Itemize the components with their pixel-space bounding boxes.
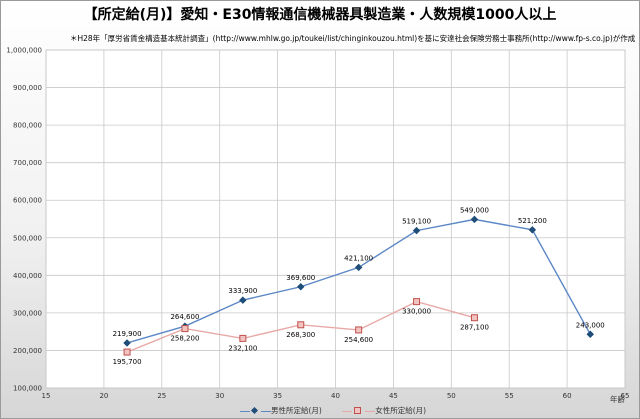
data-point <box>297 321 305 329</box>
data-point <box>354 263 363 272</box>
x-axis-label: 年齢 <box>610 395 625 404</box>
x-tick-label: 45 <box>389 392 398 400</box>
data-label: 369,600 <box>286 274 315 282</box>
gridlines <box>45 49 626 389</box>
y-axis-ticks: 100,000 200,000 300,000 400,000 500,000 600,0… <box>6 47 42 393</box>
y-tick-label: 700,000 <box>13 159 42 167</box>
data-label: 330,000 <box>402 308 431 316</box>
data-label: 287,100 <box>460 324 489 332</box>
data-point <box>470 314 478 322</box>
x-tick-label: 25 <box>157 392 166 400</box>
legend-line-male <box>261 410 271 412</box>
legend-item-female: 女性所定給(月) <box>342 406 426 415</box>
chart-subtitle: ＊H28年「厚労省賃金構造基本統計調査」(http://www.mhlw.go.… <box>70 34 636 43</box>
data-point <box>296 282 305 291</box>
legend-line-male <box>240 410 250 412</box>
data-point <box>355 326 363 334</box>
y-tick-label: 800,000 <box>13 122 42 130</box>
y-tick-label: 100,000 <box>13 385 42 393</box>
series-layer: 219,900 264,600 333,900 369,600 421,100 519,1… <box>113 206 605 366</box>
x-tick-label: 55 <box>505 392 514 400</box>
data-label: 549,000 <box>460 206 489 214</box>
data-point <box>239 334 247 342</box>
data-point <box>470 215 479 224</box>
data-label: 258,200 <box>170 335 199 343</box>
y-tick-label: 200,000 <box>13 347 42 355</box>
data-label: 268,300 <box>286 331 315 339</box>
x-tick-label: 50 <box>447 392 456 400</box>
data-label: 219,900 <box>113 330 142 338</box>
data-label: 254,600 <box>344 336 373 344</box>
y-tick-label: 500,000 <box>13 234 42 242</box>
data-label: 421,100 <box>344 254 373 262</box>
data-point <box>528 225 537 234</box>
data-label: 195,700 <box>113 358 142 366</box>
legend: 男性所定給(月) 女性所定給(月) <box>240 405 444 416</box>
data-label: 232,100 <box>228 344 257 352</box>
square-marker-icon <box>354 407 362 414</box>
x-tick-label: 35 <box>273 392 282 400</box>
data-point <box>412 226 421 235</box>
series-male: 219,900 264,600 333,900 369,600 421,100 519,1… <box>113 206 605 347</box>
data-label: 521,200 <box>518 217 547 225</box>
x-tick-label: 65 <box>621 392 630 400</box>
x-tick-label: 60 <box>563 392 572 400</box>
diamond-marker-icon <box>250 406 259 415</box>
y-tick-label: 400,000 <box>13 272 42 280</box>
y-tick-label: 900,000 <box>13 84 42 92</box>
x-tick-label: 40 <box>331 392 340 400</box>
x-tick-label: 30 <box>215 392 224 400</box>
legend-line-female <box>365 410 376 412</box>
x-tick-label: 20 <box>99 392 108 400</box>
data-point <box>413 298 421 306</box>
data-label: 243,000 <box>576 321 605 329</box>
data-label: 333,900 <box>228 287 257 295</box>
legend-line-female <box>342 410 353 412</box>
x-tick-label: 15 <box>42 392 51 400</box>
legend-label-female: 女性所定給(月) <box>375 406 427 415</box>
legend-item-male: 男性所定給(月) <box>240 406 322 415</box>
legend-label-male: 男性所定給(月) <box>271 406 322 415</box>
data-point <box>123 348 131 356</box>
data-point <box>181 325 189 333</box>
data-label: 264,600 <box>170 313 199 321</box>
data-point <box>123 339 131 347</box>
data-point <box>239 296 247 305</box>
chart-title: 【所定給(月)】愛知・E30情報通信機械器具製造業・人数規模1000人以上 <box>83 7 557 23</box>
y-tick-label: 1,000,000 <box>6 47 42 55</box>
data-label: 519,100 <box>402 218 431 226</box>
y-tick-label: 300,000 <box>13 309 42 317</box>
series-female: 195,700 258,200 232,100 268,300 254,600 330,0… <box>113 298 489 366</box>
x-axis-ticks: 15 20 25 30 35 40 45 50 55 60 65 <box>42 392 630 400</box>
y-tick-label: 600,000 <box>13 197 42 205</box>
data-point <box>586 330 595 339</box>
